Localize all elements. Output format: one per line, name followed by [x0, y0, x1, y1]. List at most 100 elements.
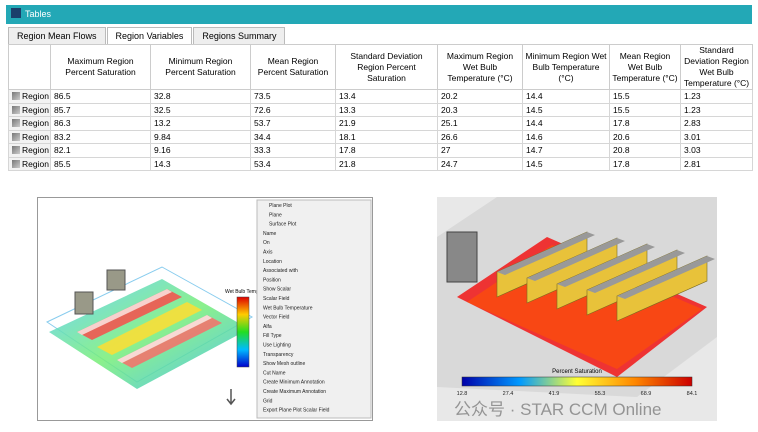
colorbar-label: 84.1	[687, 391, 698, 397]
table-cell: 3.01	[680, 129, 753, 144]
panel-label: Fill Type	[263, 333, 282, 339]
panel-label: Associated with	[263, 268, 298, 274]
row-label: Region	[22, 145, 49, 156]
colorbar-title: Percent Saturation	[552, 369, 602, 375]
panel-label: Grid	[263, 398, 273, 404]
corner-cell	[8, 44, 51, 90]
panel-label: On	[263, 240, 270, 246]
table-cell: 14.7	[522, 143, 610, 158]
panel-label: Plane	[269, 212, 282, 218]
panel-label: Surface Plot	[269, 222, 297, 228]
panel-label: Show Mesh outline	[263, 361, 305, 367]
table-cell: 14.3	[150, 156, 251, 171]
table-cell: 20.8	[609, 143, 681, 158]
table-cell: 2.81	[680, 156, 753, 171]
panel-label: Plane Plot	[269, 203, 292, 209]
table-cell: 14.4	[522, 116, 610, 131]
colorbar-label: 41.9	[549, 391, 560, 397]
row-header: Region	[8, 102, 51, 117]
column-header: Maximum Region Percent Saturation	[50, 44, 151, 90]
row-label: Region	[22, 118, 49, 129]
table-cell: 21.8	[335, 156, 438, 171]
row-label: Region	[22, 91, 49, 102]
table-cell: 1.23	[680, 89, 753, 104]
table-cell: 14.6	[522, 129, 610, 144]
tab[interactable]: Region Mean Flows	[8, 27, 106, 44]
row-label: Region	[22, 158, 49, 169]
tab[interactable]: Regions Summary	[193, 27, 286, 44]
panel-label: Transparency	[263, 352, 294, 358]
table-cell: 26.6	[437, 129, 523, 144]
table-cell: 15.5	[609, 89, 681, 104]
panel-label: Create Maximum Annotation	[263, 389, 326, 395]
table-cell: 17.8	[609, 156, 681, 171]
column-header: Standard Deviation Region Percent Satura…	[335, 44, 438, 90]
colorbar-title: Wet Bulb Temperature (°C)	[225, 289, 285, 295]
tab[interactable]: Region Variables	[106, 27, 193, 44]
panel-label: Scalar Field	[263, 296, 290, 302]
colorbar-label: 27.4	[503, 391, 514, 397]
left-image: Wet Bulb Temperature (°C) Plane Plot Plan…	[37, 197, 373, 421]
watermark: 公众号 · STAR CCM Online	[454, 400, 662, 419]
table-cell: 53.4	[250, 156, 336, 171]
title-bar: Tables	[6, 5, 752, 24]
colorbar-label: 55.3	[595, 391, 606, 397]
table-cell: 14.4	[522, 89, 610, 104]
table-row: Region 82.1 9.16 33.3 17.8 27 14.7 20.8 3.03	[8, 143, 753, 158]
row-header: Region	[8, 143, 51, 158]
table-cell: 1.23	[680, 102, 753, 117]
panel-label: Show Scalar	[263, 287, 291, 293]
panel-label: Cut Name	[263, 370, 286, 376]
table-row: Region 85.7 32.5 72.6 13.3 20.3 14.5 15.5 1.23	[8, 102, 753, 117]
table-row: Region 86.5 32.8 73.5 13.4 20.2 14.4 15.5 1.23	[8, 89, 753, 104]
row-header: Region	[8, 156, 51, 171]
table-cell: 24.7	[437, 156, 523, 171]
panel-label: Name	[263, 231, 277, 237]
table-row: Region 85.5 14.3 53.4 21.8 24.7 14.5 17.8 2.81	[8, 156, 753, 171]
table-cell: 82.1	[50, 143, 151, 158]
table-cell: 20.6	[609, 129, 681, 144]
right-image: Percent Saturation 12.8 27.4 41.9 55.3 68.9 8…	[437, 197, 717, 421]
table-cell: 86.5	[50, 89, 151, 104]
panel-label: Use Lighting	[263, 343, 291, 349]
table-cell: 32.8	[150, 89, 251, 104]
table-cell: 3.03	[680, 143, 753, 158]
colorbar-label: 68.9	[641, 391, 652, 397]
table-cell: 9.16	[150, 143, 251, 158]
table-cell: 9.84	[150, 129, 251, 144]
table-cell: 25.1	[437, 116, 523, 131]
table-cell: 13.2	[150, 116, 251, 131]
table-cell: 34.4	[250, 129, 336, 144]
table-cell: 14.5	[522, 156, 610, 171]
table-cell: 17.8	[609, 116, 681, 131]
table-cell: 85.7	[50, 102, 151, 117]
table-cell: 72.6	[250, 102, 336, 117]
table-cell: 20.3	[437, 102, 523, 117]
column-header: Mean Region Percent Saturation	[250, 44, 336, 90]
panel-label: Export Plane Plot Scalar Field	[263, 408, 330, 414]
server-rack-top	[617, 256, 715, 299]
table-cell: 85.5	[50, 156, 151, 171]
window-title: Tables	[25, 9, 52, 19]
server-rack-top	[587, 250, 685, 293]
table-row: Region 86.3 13.2 53.7 21.9 25.1 14.4 17.8 2.83	[8, 116, 753, 131]
panel-label: Wet Bulb Temperature	[263, 305, 313, 311]
column-header: Minimum Region Wet Bulb Temperature (°C)	[522, 44, 610, 90]
server-rack-top	[527, 238, 625, 281]
column-header: Mean Region Wet Bulb Temperature (°C)	[609, 44, 681, 90]
table-cell: 14.5	[522, 102, 610, 117]
table-cell: 13.3	[335, 102, 438, 117]
panel-label: Position	[263, 277, 281, 283]
column-header: Maximum Region Wet Bulb Temperature (°C)	[437, 44, 523, 90]
table-cell: 86.3	[50, 116, 151, 131]
table-row: Region 83.2 9.84 34.4 18.1 26.6 14.6 20.6 3.01	[8, 129, 753, 144]
table-cell: 15.5	[609, 102, 681, 117]
panel-label: Alfa	[263, 324, 272, 330]
column-header: Minimum Region Percent Saturation	[150, 44, 251, 90]
table-cell: 18.1	[335, 129, 438, 144]
table-cell: 73.5	[250, 89, 336, 104]
data-table: Maximum Region Percent Saturation Minimum…	[8, 44, 753, 171]
row-label: Region	[22, 131, 49, 142]
table-cell: 20.2	[437, 89, 523, 104]
